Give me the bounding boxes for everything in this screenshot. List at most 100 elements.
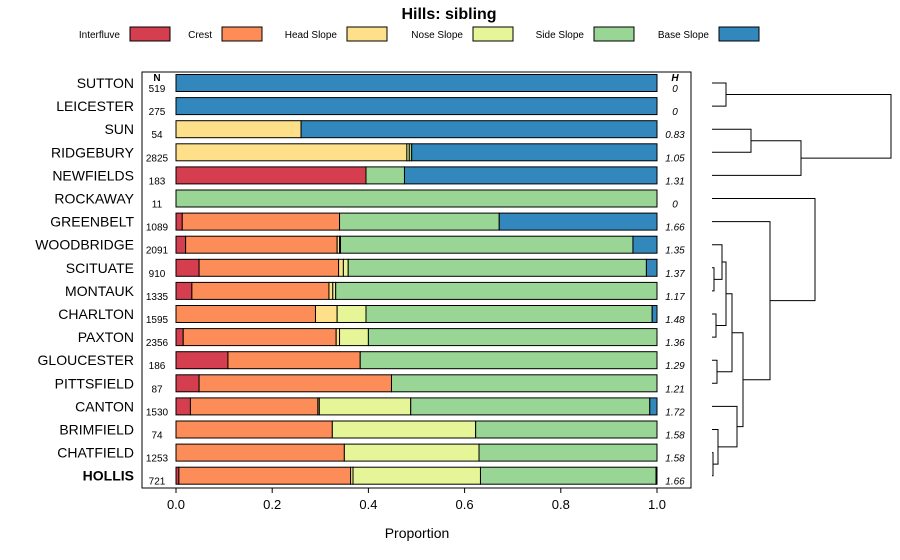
h-value: 1.48 [665,315,685,326]
x-tick-label: 0.2 [263,497,281,512]
n-value: 2091 [146,246,169,257]
bar-segment [185,235,338,254]
row-label: GLOUCESTER [38,352,134,368]
h-value: 1.66 [665,477,685,488]
bar-segment [336,305,367,323]
bar-segment [335,328,341,347]
n-value: 2825 [146,153,169,164]
h-value: 0 [672,84,678,95]
bar-segment [335,281,658,300]
bar-segment [178,466,352,485]
bar-segment [189,397,319,416]
dendrogram-branch [712,452,714,477]
bar-segment [182,328,337,347]
bars [175,74,658,485]
n-value: 910 [149,269,166,280]
dendrogram-branch [712,267,715,292]
bar-segment [175,443,345,462]
bar-segment [318,397,412,416]
n-value: 275 [149,107,166,118]
legend-swatch [718,26,760,42]
h-value: 1.72 [665,407,685,418]
row-label: HOLLIS [83,468,134,484]
legend-label: Side Slope [536,30,585,41]
bar-segment [181,212,341,231]
h-value: 0 [672,200,678,211]
row-label: BRIMFIELD [59,422,134,438]
legend-swatch [346,26,388,42]
dendrogram-branch [712,221,771,381]
chart-title: Hills: sibling [401,6,496,23]
bar-segment [632,235,658,254]
n-value: 74 [151,431,163,442]
n-value: 183 [149,176,166,187]
n-value: 11 [152,200,163,211]
bar-segment [175,397,191,416]
bar-segment [300,120,658,139]
h-value: 1.31 [665,176,684,187]
bar-segment [175,189,658,208]
h-value: 1.35 [665,246,685,257]
x-tick-label: 0.4 [359,497,377,512]
bar-segment [175,281,193,300]
row-label: CHARLTON [58,306,134,322]
h-value: 1.05 [665,153,685,164]
row-label: SUTTON [77,75,134,91]
dendrogram-branch [717,293,733,373]
bar-segment [367,328,658,347]
row-label: CANTON [75,398,134,414]
bar-segment [478,443,658,462]
bar-segment [649,397,658,416]
row-label: SUN [104,121,134,137]
h-value: 1.29 [665,361,685,372]
bar-segment [175,305,316,323]
dendrogram-branch [712,140,802,176]
h-value: 1.66 [665,223,685,234]
legend-label: Nose Slope [411,30,463,41]
dendrogram-branch [712,198,816,302]
row-label: CHATFIELD [57,445,134,461]
dendrogram-branch [712,128,752,153]
bar-segment [410,397,651,416]
row-label: MONTAUK [65,283,135,299]
row-label: ROCKAWAY [54,191,134,207]
bar-segment [175,420,333,439]
bar-segment [365,305,653,323]
row-labels: SUTTON LEICESTER SUN RIDGEBURY NEWFIELDS ROCK… [35,75,134,484]
bar-segment [175,351,229,370]
bar-segment [331,420,477,439]
n-value: 519 [149,84,166,95]
bar-segment [365,166,405,185]
bar-segment [655,466,658,485]
h-value: 1.17 [665,292,685,303]
bar-segment [175,166,367,185]
n-value: 1530 [146,407,169,418]
bar-segment [411,143,658,162]
h-value: 1.58 [665,454,685,465]
h-header: H [671,73,679,84]
n-value: 721 [149,477,166,488]
row-label: WOODBRIDGE [35,237,134,253]
bar-segment [175,143,408,162]
legend-label: Base Slope [658,30,710,41]
row-label: NEWFIELDS [52,167,134,183]
bar-segment [645,258,658,277]
bar-segment [479,466,657,485]
n-value: 87 [151,384,163,395]
bar-segment [175,120,302,139]
n-value: 1253 [146,454,169,465]
bar-segment [191,281,330,300]
h-labels: 0 0 0.83 1.05 1.31 0 1.66 1.35 1.37 1.17 1.48 1.36 1… [665,84,685,488]
legend-swatch [129,26,171,42]
bar-segment [342,258,349,277]
row-label: SCITUATE [66,260,134,276]
row-label: LEICESTER [56,98,134,114]
row-label: PAXTON [78,329,134,345]
h-value: 1.21 [665,384,684,395]
dendrogram-branch [712,359,718,384]
bar-segment [347,258,647,277]
x-tick-label: 0.0 [167,497,185,512]
row-label: GREENBELT [50,214,134,230]
bar-segment [359,351,658,370]
bar-segment [227,351,361,370]
